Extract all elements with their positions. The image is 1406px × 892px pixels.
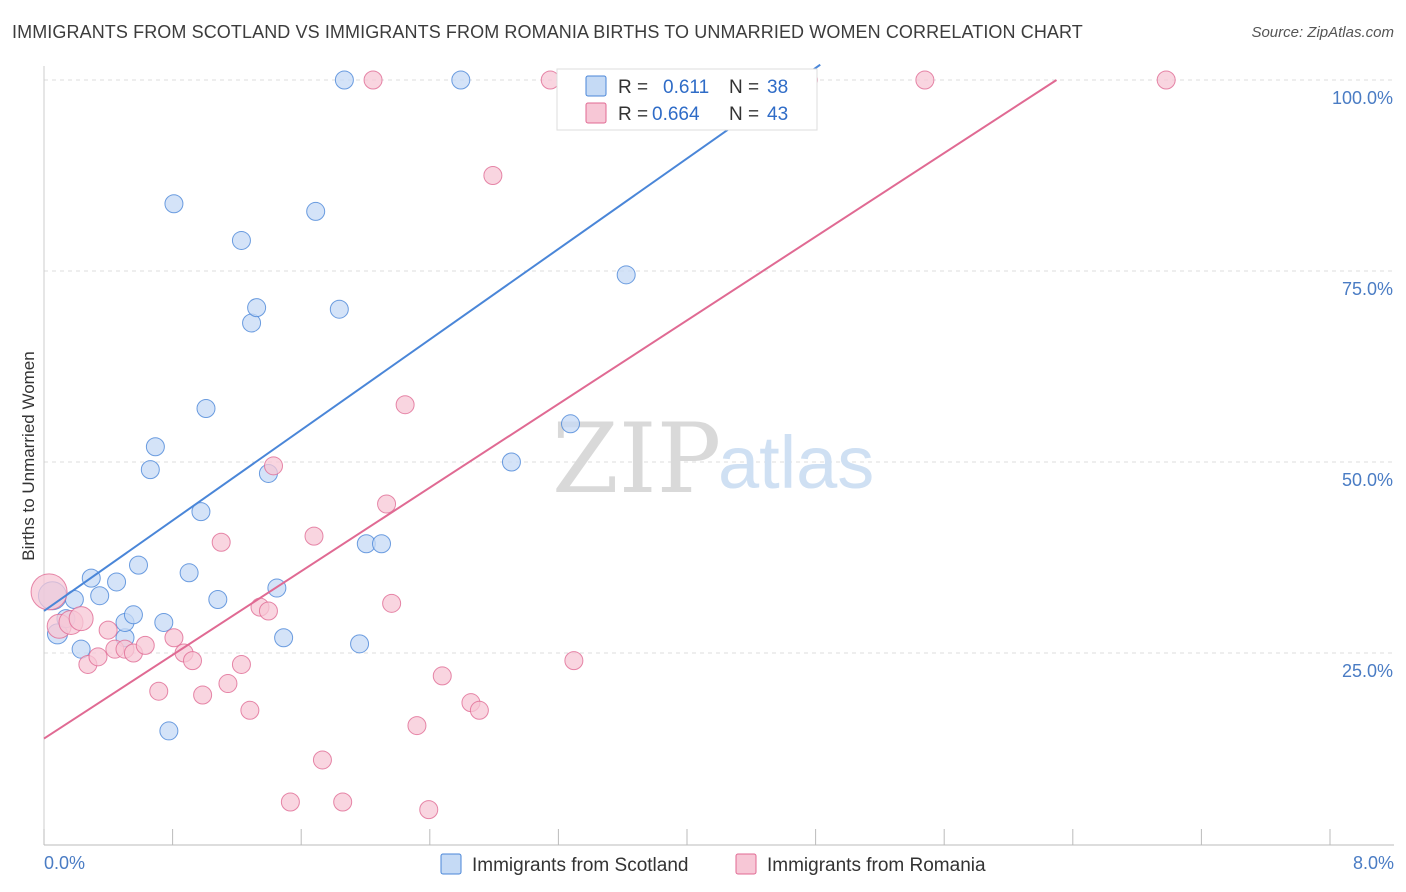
point-scotland-28 bbox=[329, 299, 349, 319]
point-romania-33 bbox=[432, 666, 452, 686]
axes bbox=[43, 66, 1394, 846]
legend-series: Immigrants from Scotland Immigrants from… bbox=[440, 853, 986, 876]
x-tick-label-max: 8.0% bbox=[1353, 853, 1394, 873]
point-scotland-21 bbox=[231, 230, 251, 250]
point-scotland-13 bbox=[145, 437, 165, 457]
point-romania-3 bbox=[68, 606, 94, 632]
point-romania-6 bbox=[98, 620, 118, 640]
point-romania-17 bbox=[218, 674, 238, 694]
legend-r-value-romania: 0.664 bbox=[652, 104, 700, 125]
legend-r-label-romania: R = bbox=[618, 104, 648, 125]
point-scotland-30 bbox=[350, 634, 370, 654]
legend-swatch-scotland bbox=[585, 75, 607, 97]
point-scotland-35 bbox=[561, 414, 580, 434]
point-romania-12 bbox=[164, 628, 184, 648]
watermark-atlas: atlas bbox=[718, 421, 874, 504]
y-tick-label-25: 25.0% bbox=[1342, 661, 1393, 681]
legend-n-label-scotland: N = bbox=[729, 77, 759, 98]
point-romania-38 bbox=[564, 651, 584, 671]
point-romania-16 bbox=[211, 532, 231, 552]
point-scotland-6 bbox=[90, 586, 110, 606]
chart-title: IMMIGRANTS FROM SCOTLAND VS IMMIGRANTS F… bbox=[12, 22, 1083, 42]
point-romania-27 bbox=[363, 70, 383, 90]
grid-lines bbox=[44, 79, 1394, 654]
point-scotland-16 bbox=[164, 194, 184, 214]
y-tick-labels: 25.0% 50.0% 75.0% 100.0% bbox=[1332, 88, 1393, 681]
bottom-legend-swatch-scotland bbox=[440, 853, 462, 875]
point-romania-10 bbox=[135, 635, 155, 655]
point-scotland-14 bbox=[154, 612, 174, 632]
point-scotland-11 bbox=[129, 555, 148, 575]
point-scotland-18 bbox=[191, 502, 211, 522]
bottom-legend-label-romania: Immigrants from Romania bbox=[767, 855, 986, 876]
point-scotland-23 bbox=[247, 298, 267, 318]
legend-n-value-romania: 43 bbox=[767, 104, 788, 125]
point-scotland-34 bbox=[501, 452, 521, 472]
watermark-zip: ZIP bbox=[552, 403, 721, 515]
watermark: ZIP atlas bbox=[552, 403, 874, 515]
point-scotland-27 bbox=[306, 201, 326, 221]
point-romania-11 bbox=[149, 681, 169, 701]
point-romania-24 bbox=[304, 526, 324, 546]
point-romania-18 bbox=[231, 654, 251, 674]
point-romania-42 bbox=[1156, 70, 1176, 90]
bottom-legend-swatch-romania bbox=[735, 853, 757, 875]
trend-line-romania bbox=[43, 79, 1058, 740]
y-axis-title: Births to Unmarried Women bbox=[19, 351, 38, 560]
point-romania-41 bbox=[915, 70, 935, 90]
trend-line-scotland bbox=[43, 63, 821, 612]
point-scotland-19 bbox=[196, 399, 216, 419]
point-scotland-12 bbox=[140, 460, 160, 480]
legend-stats: R = 0.611 N = 38 R = 0.664 N = 43 bbox=[556, 68, 818, 131]
trend-lines bbox=[43, 63, 1058, 740]
point-scotland-10 bbox=[123, 605, 143, 625]
point-romania-15 bbox=[193, 685, 213, 705]
point-romania-36 bbox=[483, 166, 503, 185]
point-romania-35 bbox=[469, 700, 489, 720]
point-scotland-36 bbox=[616, 265, 636, 285]
point-scotland-20 bbox=[208, 590, 228, 610]
point-romania-22 bbox=[264, 456, 283, 476]
legend-n-value-scotland: 38 bbox=[767, 77, 788, 98]
point-romania-26 bbox=[333, 792, 353, 812]
point-romania-21 bbox=[258, 601, 278, 621]
y-tick-label-100: 100.0% bbox=[1332, 88, 1393, 108]
point-scotland-17 bbox=[179, 563, 199, 583]
point-romania-14 bbox=[183, 651, 202, 671]
legend-swatch-romania bbox=[585, 102, 607, 124]
source-label: Source: ZipAtlas.com bbox=[1251, 24, 1394, 41]
point-scotland-26 bbox=[274, 628, 294, 648]
legend-r-label-scotland: R = bbox=[618, 77, 648, 98]
point-scotland-15 bbox=[159, 721, 179, 741]
point-romania-32 bbox=[419, 800, 439, 820]
bottom-legend-label-scotland: Immigrants from Scotland bbox=[472, 855, 688, 876]
y-tick-label-75: 75.0% bbox=[1342, 279, 1393, 299]
point-scotland-32 bbox=[372, 534, 391, 554]
point-romania-31 bbox=[407, 716, 427, 736]
point-romania-28 bbox=[377, 494, 397, 514]
x-tick-label-min: 0.0% bbox=[44, 853, 85, 873]
point-romania-23 bbox=[280, 792, 300, 812]
legend-n-label-romania: N = bbox=[729, 104, 759, 125]
y-tick-label-50: 50.0% bbox=[1342, 470, 1393, 490]
legend-r-value-scotland: 0.611 bbox=[663, 77, 709, 98]
point-romania-5 bbox=[88, 647, 108, 667]
point-scotland-29 bbox=[334, 70, 354, 90]
point-romania-19 bbox=[240, 700, 260, 720]
point-romania-29 bbox=[382, 593, 402, 613]
point-scotland-7 bbox=[107, 572, 127, 592]
point-romania-30 bbox=[395, 395, 415, 415]
point-romania-25 bbox=[312, 750, 332, 770]
point-romania-0 bbox=[30, 573, 68, 611]
point-scotland-33 bbox=[451, 70, 471, 90]
